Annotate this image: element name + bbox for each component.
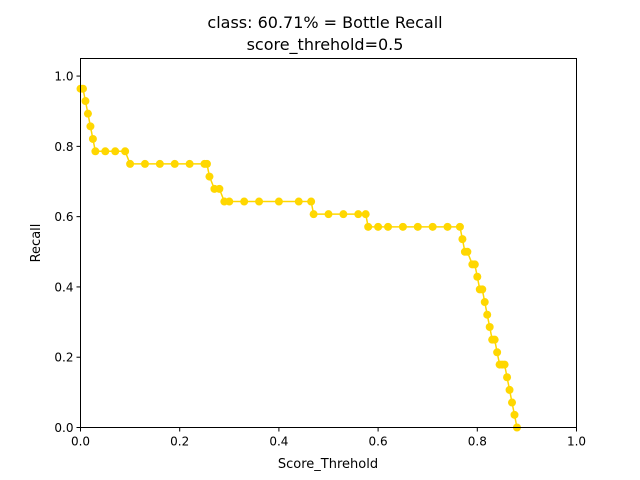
data-point — [309, 210, 318, 219]
data-point — [364, 222, 373, 231]
data-point — [111, 147, 120, 156]
x-tick-label: 1.0 — [567, 435, 586, 449]
data-point — [503, 373, 512, 382]
y-tick-label: 0.8 — [54, 140, 73, 154]
y-tick-label: 0.2 — [54, 351, 73, 365]
x-tick-label: 0.8 — [468, 435, 487, 449]
plot-frame — [80, 58, 577, 428]
chart-subtitle: score_threhold=0.5 — [247, 35, 404, 55]
data-point — [354, 210, 363, 219]
data-point — [490, 335, 499, 344]
data-point — [463, 247, 472, 256]
data-point — [493, 348, 502, 357]
data-point — [255, 197, 264, 206]
data-point — [215, 184, 224, 193]
data-point — [225, 197, 234, 206]
data-point — [470, 260, 479, 269]
data-point — [339, 210, 348, 219]
data-point — [170, 159, 179, 168]
y-axis: 0.0 0.2 0.4 0.6 0.8 1.0 — [54, 70, 81, 435]
data-point — [483, 310, 492, 319]
data-point — [361, 210, 370, 219]
data-point — [443, 222, 452, 231]
data-point — [140, 159, 149, 168]
data-point — [473, 272, 482, 281]
data-point — [83, 109, 92, 118]
data-point — [307, 197, 316, 206]
x-tick-label: 0.4 — [269, 435, 288, 449]
data-point — [374, 222, 383, 231]
data-point — [500, 360, 509, 369]
data-point — [428, 222, 437, 231]
series-line — [80, 87, 518, 428]
data-point — [185, 159, 194, 168]
data-point — [202, 159, 211, 168]
data-point — [101, 147, 110, 156]
data-point — [398, 222, 407, 231]
y-axis-label: Recall — [29, 224, 44, 263]
data-point — [508, 398, 517, 407]
series-layer — [76, 84, 521, 432]
data-point — [413, 222, 422, 231]
data-point — [505, 385, 514, 394]
y-tick-label: 0.0 — [54, 421, 73, 435]
data-point — [240, 197, 249, 206]
data-point — [478, 285, 487, 294]
data-point — [274, 197, 283, 206]
data-point — [294, 197, 303, 206]
data-point — [86, 122, 95, 131]
data-point — [81, 97, 90, 106]
y-tick-label: 1.0 — [54, 70, 73, 84]
x-axis: 0.0 0.2 0.4 0.6 0.8 1.0 — [71, 427, 586, 449]
chart-title: class: 60.71% = Bottle Recall — [207, 13, 442, 32]
x-tick-label: 0.0 — [71, 435, 90, 449]
data-point — [384, 222, 393, 231]
data-point — [121, 147, 130, 156]
y-tick-label: 0.6 — [54, 210, 73, 224]
data-point — [155, 159, 164, 168]
x-tick-label: 0.2 — [170, 435, 189, 449]
data-point — [458, 235, 467, 244]
x-axis-label: Score_Threhold — [278, 457, 378, 472]
x-tick-label: 0.6 — [369, 435, 388, 449]
data-point — [510, 410, 519, 419]
data-point — [126, 159, 135, 168]
data-point — [324, 210, 333, 219]
data-point — [480, 298, 489, 307]
data-point — [485, 322, 494, 331]
data-point — [205, 172, 214, 181]
data-point — [455, 222, 464, 231]
y-tick-label: 0.4 — [54, 280, 73, 294]
data-point — [88, 134, 97, 143]
data-point — [91, 147, 100, 156]
